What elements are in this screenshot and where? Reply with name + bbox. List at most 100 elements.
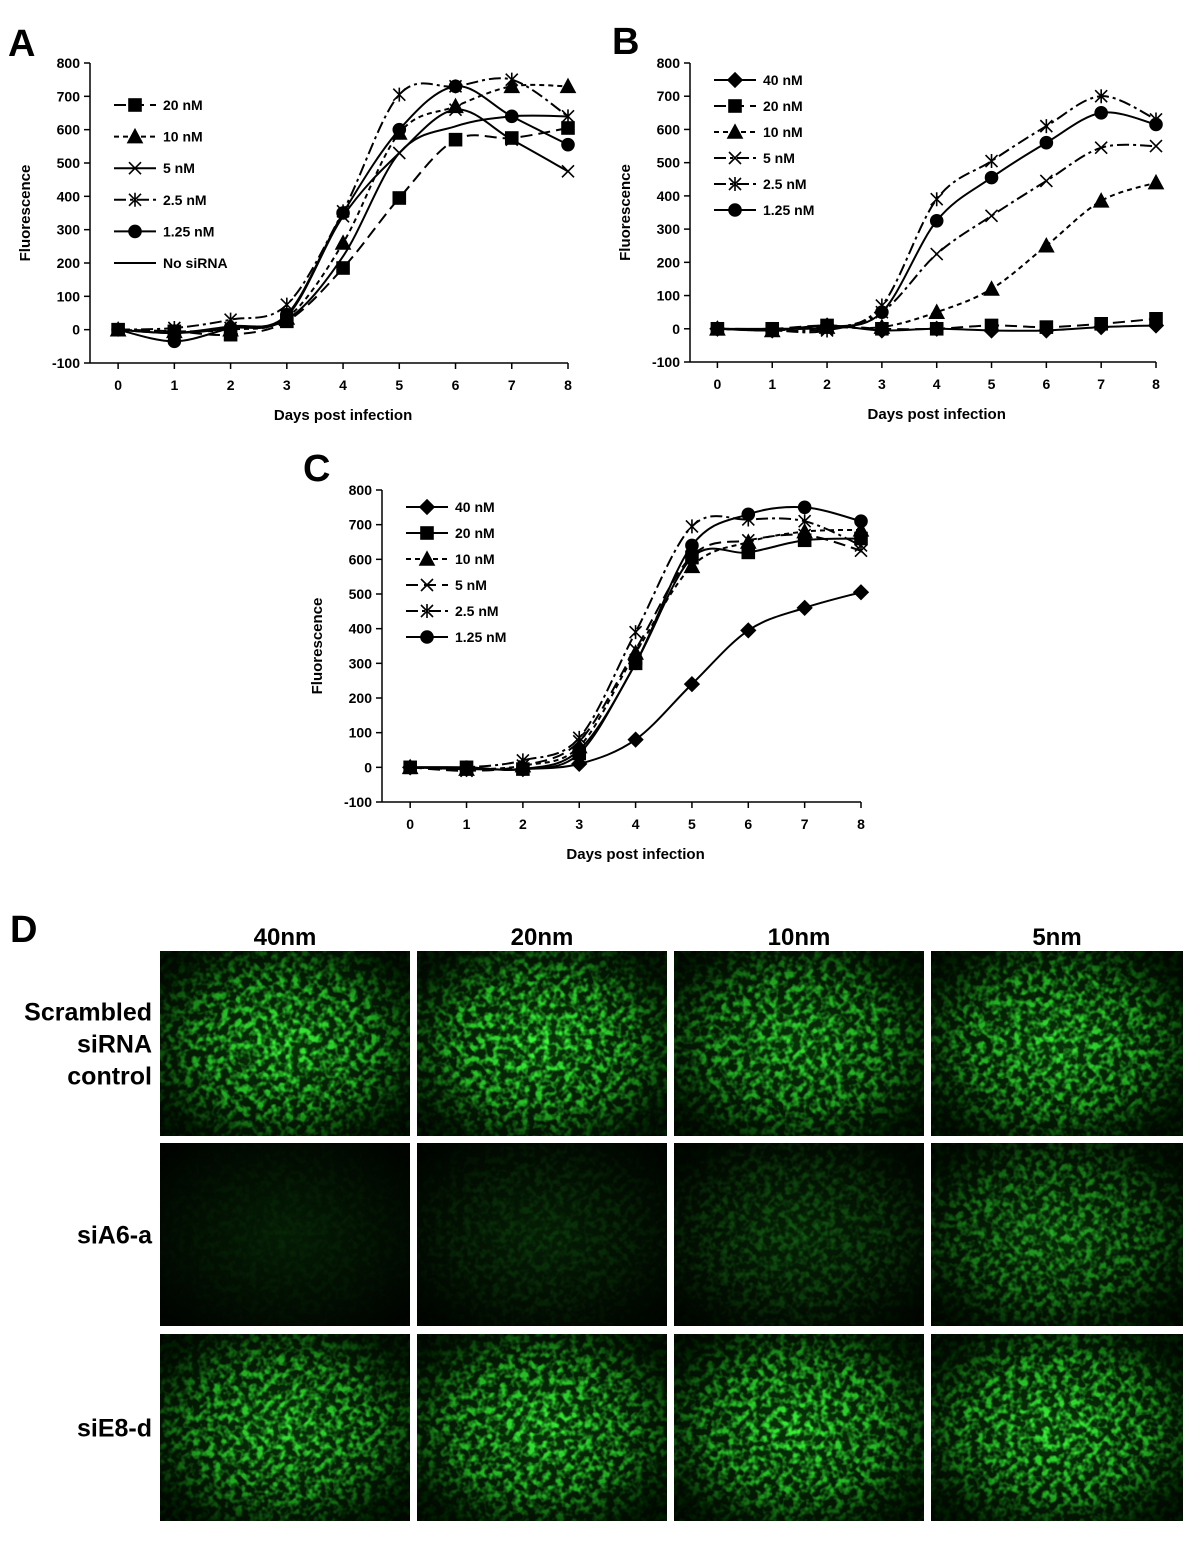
series-line — [118, 114, 569, 335]
legend-label: No siRNA — [163, 255, 228, 271]
legend-label: 2.5 nM — [163, 192, 207, 208]
x-tick-label: 7 — [508, 377, 516, 393]
marker — [392, 191, 407, 205]
x-tick-label: 6 — [452, 377, 460, 393]
legend-label: 1.25 nM — [455, 629, 506, 645]
y-tick-label: 500 — [349, 586, 373, 602]
micrograph-cells — [417, 951, 667, 1136]
y-tick-label: 200 — [349, 690, 373, 706]
marker — [929, 214, 944, 228]
legend-label: 20 nM — [163, 97, 203, 113]
micrograph-cells — [417, 1334, 667, 1521]
marker — [628, 656, 643, 671]
panel-label: D — [10, 909, 37, 951]
marker — [983, 280, 1000, 296]
marker — [726, 71, 744, 89]
y-axis-label: Fluorescence — [617, 164, 634, 261]
marker — [685, 538, 699, 553]
marker — [797, 500, 812, 515]
y-tick-label: 100 — [657, 288, 681, 304]
y-axis-label: Fluorescence — [309, 598, 326, 695]
micrograph — [931, 1143, 1183, 1326]
marker — [516, 762, 530, 776]
x-tick-label: 2 — [823, 376, 831, 392]
micrograph — [160, 1334, 410, 1521]
legend-label: 2.5 nM — [763, 176, 807, 192]
marker — [418, 550, 436, 566]
marker — [420, 630, 434, 644]
y-tick-label: 0 — [364, 759, 372, 775]
marker — [627, 731, 644, 748]
legend-label: 2.5 nM — [455, 603, 499, 619]
y-tick-label: 800 — [349, 482, 373, 498]
y-tick-label: 400 — [657, 188, 681, 204]
x-axis-label: Days post infection — [566, 846, 704, 863]
marker — [852, 584, 870, 601]
column-header: 20nm — [511, 924, 574, 951]
y-tick-label: 700 — [57, 88, 81, 104]
marker — [854, 538, 868, 553]
marker — [505, 72, 519, 87]
marker — [984, 170, 999, 185]
series-line — [717, 143, 1157, 332]
y-tick-label: -100 — [344, 794, 372, 810]
x-axis-label: Days post infection — [868, 406, 1006, 423]
marker — [683, 676, 701, 693]
marker — [728, 203, 742, 217]
y-axis-label: Fluorescence — [17, 165, 34, 262]
marker — [710, 321, 725, 336]
legend-label: 5 nM — [163, 160, 195, 176]
marker — [561, 164, 575, 178]
marker — [852, 521, 870, 537]
micrograph-cells — [931, 1334, 1183, 1521]
x-tick-label: 1 — [170, 377, 178, 393]
micrograph — [417, 951, 667, 1136]
marker — [740, 622, 757, 639]
marker — [930, 192, 944, 207]
x-tick-label: 4 — [339, 377, 347, 393]
marker — [1039, 135, 1054, 150]
x-axis-label: Days post infection — [274, 407, 412, 424]
marker — [459, 760, 474, 775]
marker — [796, 599, 813, 616]
y-tick-label: 800 — [657, 55, 681, 71]
marker — [420, 526, 434, 540]
marker — [448, 79, 463, 94]
column-header: 10nm — [768, 924, 831, 951]
marker — [1094, 89, 1108, 104]
marker — [765, 321, 780, 336]
y-tick-label: -100 — [652, 354, 680, 370]
marker — [128, 192, 142, 207]
x-tick-label: 3 — [878, 376, 886, 392]
marker — [448, 132, 463, 147]
marker — [128, 98, 142, 112]
marker — [420, 604, 434, 618]
micrograph — [417, 1334, 667, 1521]
marker — [728, 177, 742, 191]
x-tick-label: 0 — [114, 377, 122, 393]
x-tick-label: 8 — [857, 816, 865, 832]
legend-label: 40 nM — [763, 72, 803, 88]
marker — [820, 320, 834, 334]
row-label: Scrambled — [24, 999, 152, 1027]
marker — [167, 334, 182, 349]
marker — [420, 578, 434, 592]
marker — [726, 123, 744, 139]
x-tick-label: 7 — [801, 816, 809, 832]
x-tick-label: 2 — [519, 816, 527, 832]
column-header: 40nm — [254, 924, 317, 951]
y-tick-label: 0 — [72, 322, 80, 338]
marker — [561, 137, 575, 152]
x-tick-label: 6 — [744, 816, 752, 832]
micrograph-cells — [674, 951, 924, 1136]
marker — [1149, 117, 1163, 132]
y-tick-label: 600 — [657, 121, 681, 137]
x-tick-label: 0 — [406, 816, 414, 832]
micrograph — [417, 1143, 667, 1326]
y-tick-label: 0 — [672, 321, 680, 337]
x-tick-label: 5 — [688, 816, 696, 832]
legend-label: 1.25 nM — [163, 223, 214, 239]
marker — [930, 247, 944, 261]
